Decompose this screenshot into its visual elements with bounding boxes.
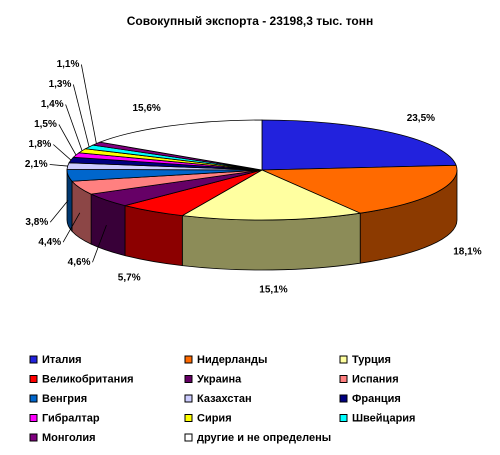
legend-swatch (29, 355, 38, 364)
legend-swatch (339, 355, 348, 364)
legend-label: Испания (352, 373, 399, 385)
data-label: 4,4% (38, 237, 61, 248)
legend-swatch (29, 433, 38, 442)
data-label: 5,7% (118, 272, 141, 283)
legend-label: Нидерланды (197, 354, 267, 366)
legend-label: Венгрия (42, 393, 87, 405)
data-label: 1,4% (41, 99, 64, 110)
leader-line (53, 144, 72, 161)
leader-line (58, 124, 77, 156)
leader-line (80, 64, 97, 144)
legend-label: Франция (352, 393, 401, 405)
legend-swatch (184, 414, 193, 422)
data-label: 18,1% (453, 247, 481, 258)
legend-swatch (29, 394, 38, 403)
slice-side (181, 212, 361, 271)
legend-swatch (184, 433, 193, 442)
legend-label: Турция (352, 354, 391, 366)
data-label: 23,5% (407, 113, 435, 124)
legend-swatch (29, 375, 38, 383)
legend-label: Казахстан (197, 393, 252, 405)
chart-title: Совокупный экспорта - 23198,3 тыс. тонн (127, 14, 374, 28)
leader-line (49, 200, 69, 223)
leader-line (72, 84, 90, 147)
data-label: 1,5% (34, 119, 57, 130)
data-label: 1,1% (57, 59, 80, 70)
legend-label: другие и не определены (197, 432, 331, 444)
data-label: 2,1% (25, 159, 48, 170)
legend-label: Швейцария (352, 412, 415, 424)
legend-swatch (339, 414, 348, 422)
leader-line (62, 212, 81, 243)
legend-swatch (184, 355, 193, 364)
legend-label: Италия (42, 354, 82, 366)
slice (261, 164, 458, 214)
legend-swatch (339, 375, 348, 383)
data-label: 3,8% (25, 217, 48, 228)
leader-line (65, 104, 83, 151)
slice (98, 119, 263, 171)
data-label: 4,6% (68, 257, 91, 268)
slice (181, 169, 362, 221)
legend-label: Монголия (42, 432, 96, 444)
legend-label: Украина (197, 373, 242, 385)
legend-label: Великобритания (42, 373, 134, 385)
data-label: 15,6% (132, 103, 160, 114)
data-label: 1,3% (49, 79, 72, 90)
legend-swatch (29, 414, 38, 422)
legend-swatch (339, 394, 348, 403)
legend-swatch (184, 394, 193, 403)
legend-swatch (184, 375, 193, 383)
data-label: 15,1% (259, 285, 287, 296)
legend-label: Гибралтар (42, 412, 100, 424)
leader-line (92, 225, 107, 263)
legend-label: Сирия (197, 412, 232, 424)
slice (261, 119, 457, 171)
leader-line (49, 164, 68, 167)
data-label: 1,8% (29, 139, 52, 150)
